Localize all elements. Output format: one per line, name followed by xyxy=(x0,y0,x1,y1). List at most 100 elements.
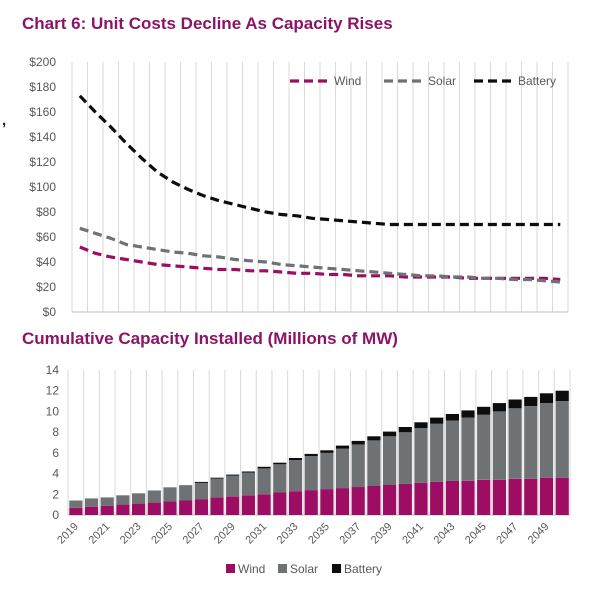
bar-segment-solar xyxy=(461,417,475,481)
bar-segment-wind xyxy=(69,507,83,516)
bar-segment-wind xyxy=(132,503,146,515)
bar-segment-solar xyxy=(69,500,83,508)
bar-segment-wind xyxy=(367,486,381,515)
bar-segment-solar xyxy=(194,482,208,500)
unit-cost-line-chart: $0 $20 $40 $60 $80 $100 $120 $140 $160 $180 $200 Wi… xyxy=(29,55,569,319)
chart1-y-tick-label: $100 xyxy=(29,180,56,194)
bar-segment-solar xyxy=(163,488,177,502)
bar-segment-solar xyxy=(320,452,334,490)
bar-segment-wind xyxy=(430,481,444,515)
chart1-y-tick-label: $120 xyxy=(29,155,56,169)
bar-segment-battery xyxy=(304,453,318,456)
bar-segment-wind xyxy=(100,505,114,515)
legend-label-battery: Battery xyxy=(344,562,382,576)
bar-segment-wind xyxy=(194,499,208,515)
bar-segment-wind xyxy=(84,506,99,515)
bar-segment-solar xyxy=(430,423,444,482)
bar-segment-wind xyxy=(508,478,522,516)
series-line-wind xyxy=(79,245,561,282)
bar-segment-solar xyxy=(116,495,130,505)
bar-segment-wind xyxy=(461,480,475,515)
bar-segment-battery xyxy=(367,436,381,441)
chart2-x-tick-label: 2043 xyxy=(432,521,458,547)
bar-segment-wind xyxy=(351,487,365,515)
chart2-x-tick-label: 2045 xyxy=(463,521,489,547)
bar-segment-wind xyxy=(241,495,255,515)
bar-segment-solar xyxy=(304,456,318,491)
chart2-y-tick-label: 10 xyxy=(46,404,60,418)
chart2-x-tick-label: 2039 xyxy=(369,521,395,547)
bar-segment-battery xyxy=(335,445,350,449)
bar-segment-battery xyxy=(383,431,397,437)
bar-segment-battery xyxy=(555,390,569,402)
bar-segment-solar xyxy=(84,498,99,507)
bar-segment-wind xyxy=(539,477,554,515)
chart1-y-tick-label: $140 xyxy=(29,130,56,144)
bar-segment-solar xyxy=(524,406,538,479)
bar-segment-wind xyxy=(257,494,271,515)
chart2-x-tick-label: 2025 xyxy=(149,521,175,547)
bar-segment-battery xyxy=(210,477,224,479)
bar-segment-battery xyxy=(288,458,303,461)
bar-segment-battery xyxy=(320,450,334,453)
series-line-solar xyxy=(79,226,561,284)
chart1-title: Chart 6: Unit Costs Decline As Capacity … xyxy=(22,14,393,33)
bar-segment-solar xyxy=(555,401,569,478)
bar-segment-battery xyxy=(508,399,522,409)
bar-segment-battery xyxy=(226,474,240,476)
bar-segment-battery xyxy=(398,427,412,433)
bar-segment-battery xyxy=(273,462,287,465)
edge-fragment-comma: , xyxy=(2,112,7,129)
bar-segment-solar xyxy=(477,414,491,480)
bar-segment-solar xyxy=(179,486,193,501)
bar-segment-wind xyxy=(116,504,130,515)
bar-segment-solar xyxy=(335,448,350,489)
bar-segment-battery xyxy=(492,403,506,412)
bar-segment-wind xyxy=(304,490,318,515)
chart1-y-tick-label: $60 xyxy=(36,230,56,244)
chart2-y-tick-label: 6 xyxy=(52,446,59,460)
chart1-y-tick-label: $40 xyxy=(36,255,56,269)
chart2-x-tick-label: 2037 xyxy=(338,521,364,547)
bar-segment-wind xyxy=(555,477,569,515)
bar-segment-wind xyxy=(273,492,287,515)
chart2-x-tick-label: 2033 xyxy=(275,521,301,547)
legend-label-wind: Wind xyxy=(334,74,361,88)
bar-segment-battery xyxy=(163,487,177,489)
bar-segment-battery xyxy=(351,440,365,445)
bar-segment-wind xyxy=(477,479,491,515)
chart2-y-tick-label: 0 xyxy=(52,508,59,522)
bar-segment-solar xyxy=(539,403,554,478)
legend-swatch-wind xyxy=(226,564,235,573)
chart2-x-tick-label: 2047 xyxy=(494,521,520,547)
bar-segment-battery xyxy=(257,466,271,469)
bar-segment-solar xyxy=(383,436,397,485)
legend-label-battery: Battery xyxy=(518,74,556,88)
chart2-x-tick-label: 2031 xyxy=(243,521,269,547)
bar-segment-solar xyxy=(398,432,412,484)
legend-swatch-battery xyxy=(332,564,341,573)
chart2-y-tick-label: 14 xyxy=(46,363,60,377)
series-line-battery xyxy=(78,94,561,227)
bar-segment-battery xyxy=(461,410,475,418)
chart1-y-tick-label: $0 xyxy=(43,305,57,319)
bar-segment-solar xyxy=(273,464,287,493)
bar-segment-wind xyxy=(335,488,350,515)
bar-segment-solar xyxy=(210,478,224,498)
bar-segment-battery xyxy=(524,396,538,407)
bar-segment-battery xyxy=(445,414,459,421)
chart2-x-tick-label: 2049 xyxy=(526,521,552,547)
chart2-x-tick-label: 2041 xyxy=(400,521,426,547)
bar-segment-solar xyxy=(241,472,255,496)
bar-segment-wind xyxy=(147,502,161,515)
bar-segment-battery xyxy=(430,417,444,424)
chart2-x-tick-label: 2029 xyxy=(212,521,238,547)
bar-segment-wind xyxy=(383,485,397,515)
bar-segment-solar xyxy=(257,468,271,495)
legend-swatch-solar xyxy=(278,564,287,573)
bar-segment-battery xyxy=(147,490,161,492)
chart2-y-tick-label: 4 xyxy=(52,467,59,481)
bar-segment-solar xyxy=(445,420,459,481)
chart2-y-tick-label: 8 xyxy=(52,425,59,439)
